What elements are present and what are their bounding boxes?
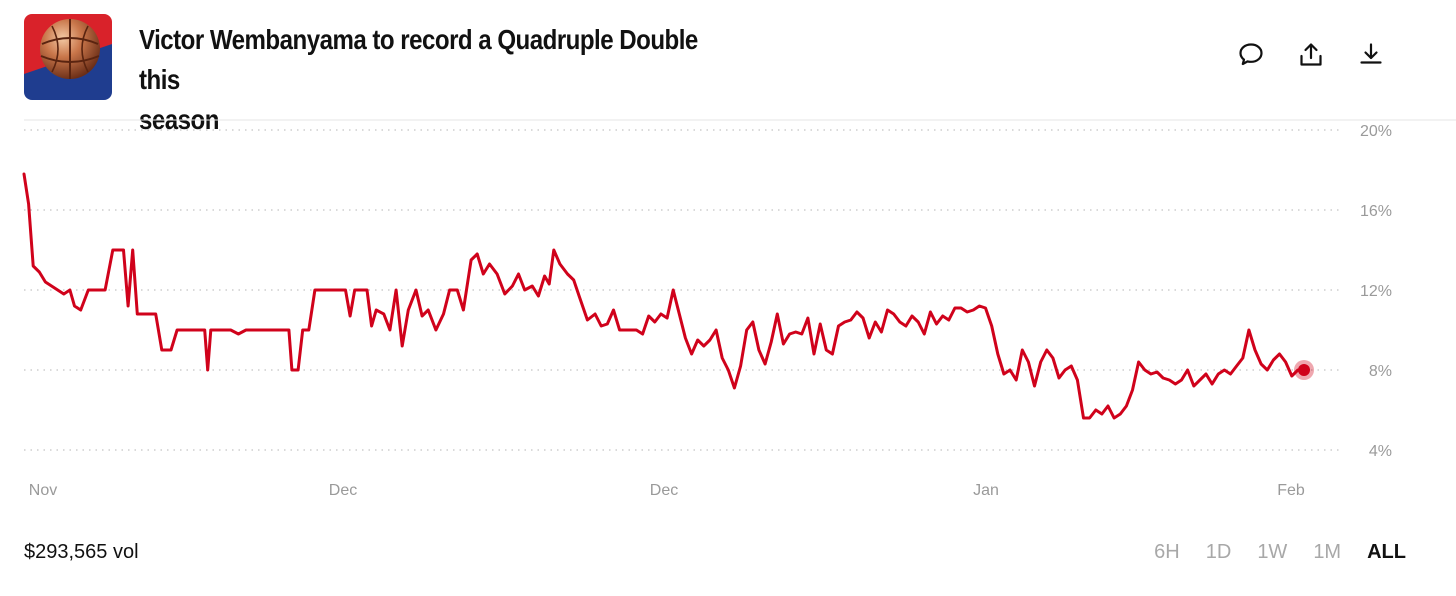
action-bar	[1236, 38, 1386, 72]
y-tick-label: 4%	[1369, 443, 1392, 460]
range-button-1d[interactable]: 1D	[1205, 541, 1232, 563]
x-tick-label: Dec	[329, 482, 357, 499]
x-tick-label: Jan	[973, 482, 999, 499]
range-button-6h[interactable]: 6H	[1154, 541, 1180, 563]
y-tick-label: 20%	[1360, 123, 1392, 140]
volume-label: $293,565 vol	[24, 541, 139, 563]
basketball-icon	[24, 14, 112, 100]
x-tick-label: Dec	[650, 482, 678, 499]
x-tick-label: Feb	[1277, 482, 1305, 499]
comment-icon	[1239, 43, 1263, 66]
y-tick-label: 16%	[1360, 203, 1392, 220]
share-icon	[1300, 43, 1322, 66]
price-chart[interactable]: 20% 16% 12% 8% 4% Nov Dec Dec Jan Feb	[0, 110, 1456, 510]
market-title-line1: Victor Wembanyama to record a Quadruple …	[139, 24, 698, 95]
series-line	[22, 172, 1306, 420]
range-button-1w[interactable]: 1W	[1257, 541, 1288, 563]
y-tick-label: 12%	[1360, 283, 1392, 300]
range-button-all[interactable]: ALL	[1367, 541, 1406, 563]
comment-button[interactable]	[1236, 38, 1266, 72]
share-button[interactable]	[1296, 38, 1326, 72]
current-point[interactable]	[1298, 364, 1310, 376]
y-axis: 20% 16% 12% 8% 4%	[1360, 123, 1392, 460]
y-tick-label: 8%	[1369, 363, 1392, 380]
chart-grid	[24, 129, 1340, 451]
x-axis: Nov Dec Dec Jan Feb	[29, 482, 1305, 499]
download-icon	[1360, 43, 1382, 64]
x-tick-label: Nov	[29, 482, 57, 499]
download-button[interactable]	[1356, 38, 1386, 72]
market-thumbnail	[24, 14, 112, 100]
range-button-1m[interactable]: 1M	[1313, 541, 1342, 563]
time-range-selector: 6H 1D 1W 1M ALL	[1154, 541, 1406, 564]
